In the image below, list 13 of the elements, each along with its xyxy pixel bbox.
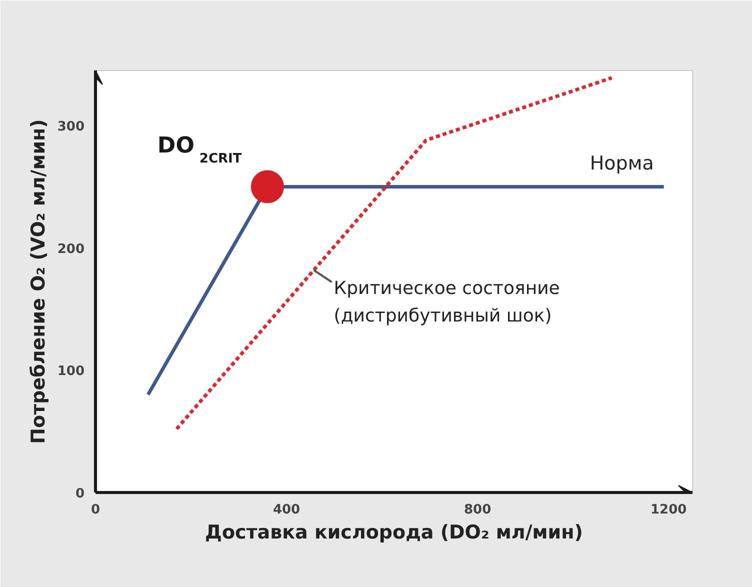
series-label: Норма <box>590 152 654 175</box>
x-tick-label: 400 <box>272 502 300 518</box>
series-label: Критическое состояние (дистрибутивный шок) <box>334 278 560 326</box>
x-tick-label: 1200 <box>650 502 687 518</box>
annotation: DO2CRIT <box>157 134 242 167</box>
x-tick-label: 0 <box>90 502 100 518</box>
y-tick-label: 200 <box>57 242 85 257</box>
x-tick-label: 800 <box>464 502 492 518</box>
y-tick-label: 0 <box>75 486 84 502</box>
y-axis-title: Потребление O₂ (VO₂ мл/мин) <box>27 119 50 444</box>
y-tick-label: 300 <box>57 120 85 135</box>
x-axis-title: Доставка кислорода (DO₂ мл/мин) <box>205 522 583 544</box>
y-tick-label: 100 <box>57 364 85 380</box>
